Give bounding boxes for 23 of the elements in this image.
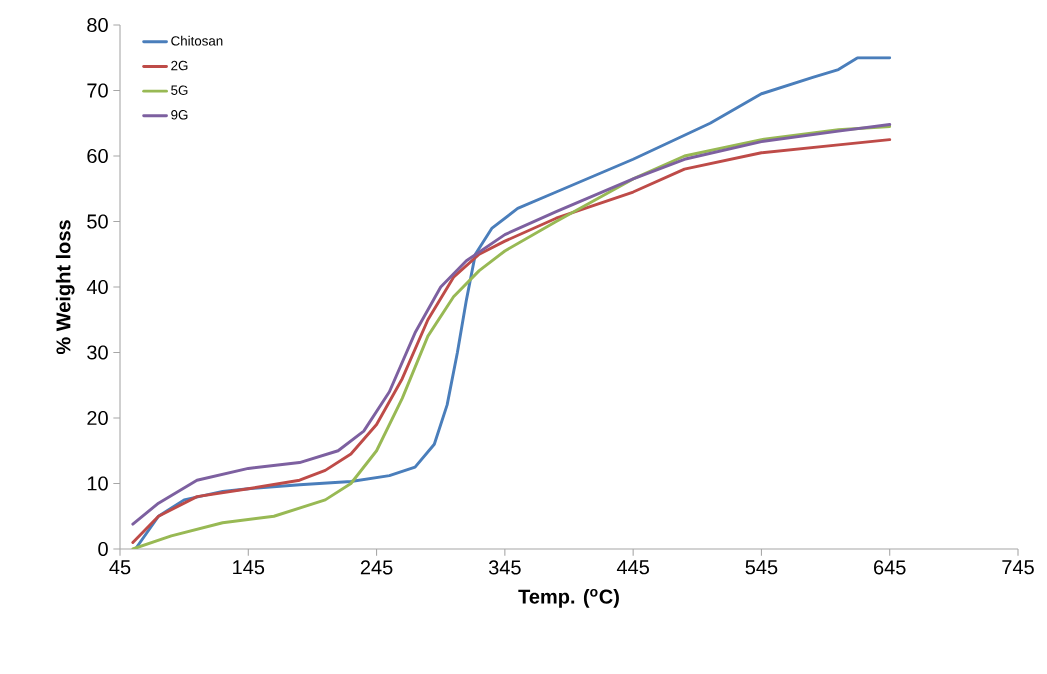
x-tick-label: 145 (233, 560, 265, 575)
y-tick-label: 10 (87, 476, 108, 491)
x-tick-label: 245 (360, 560, 393, 575)
x-tick-label: 345 (488, 560, 521, 575)
x-axis-title: Temp. ($^{o}$C) (518, 589, 619, 608)
x-tick-label: 645 (874, 560, 906, 575)
x-tick-label: 745 (1002, 560, 1034, 575)
y-tick-label: 50 (87, 214, 108, 229)
legend-label: 2G (171, 60, 188, 71)
y-tick-label: 70 (87, 83, 108, 98)
legend-label: 9G (171, 110, 188, 120)
y-tick-label: 30 (87, 345, 108, 360)
y-tick-label: 0 (98, 541, 108, 557)
x-tick-label: 445 (616, 560, 649, 575)
y-tick-label: 40 (86, 279, 108, 295)
x-tick-label: 45 (109, 560, 131, 575)
x-tick-label: 545 (745, 560, 778, 575)
y-tick-label: 20 (87, 410, 108, 426)
y-axis-title: % Weight loss (55, 220, 75, 355)
y-tick-label: 60 (87, 148, 108, 164)
legend-label: 5G (171, 85, 188, 95)
legend-label: Chitosan (171, 35, 223, 46)
y-tick-label: 80 (87, 17, 108, 33)
